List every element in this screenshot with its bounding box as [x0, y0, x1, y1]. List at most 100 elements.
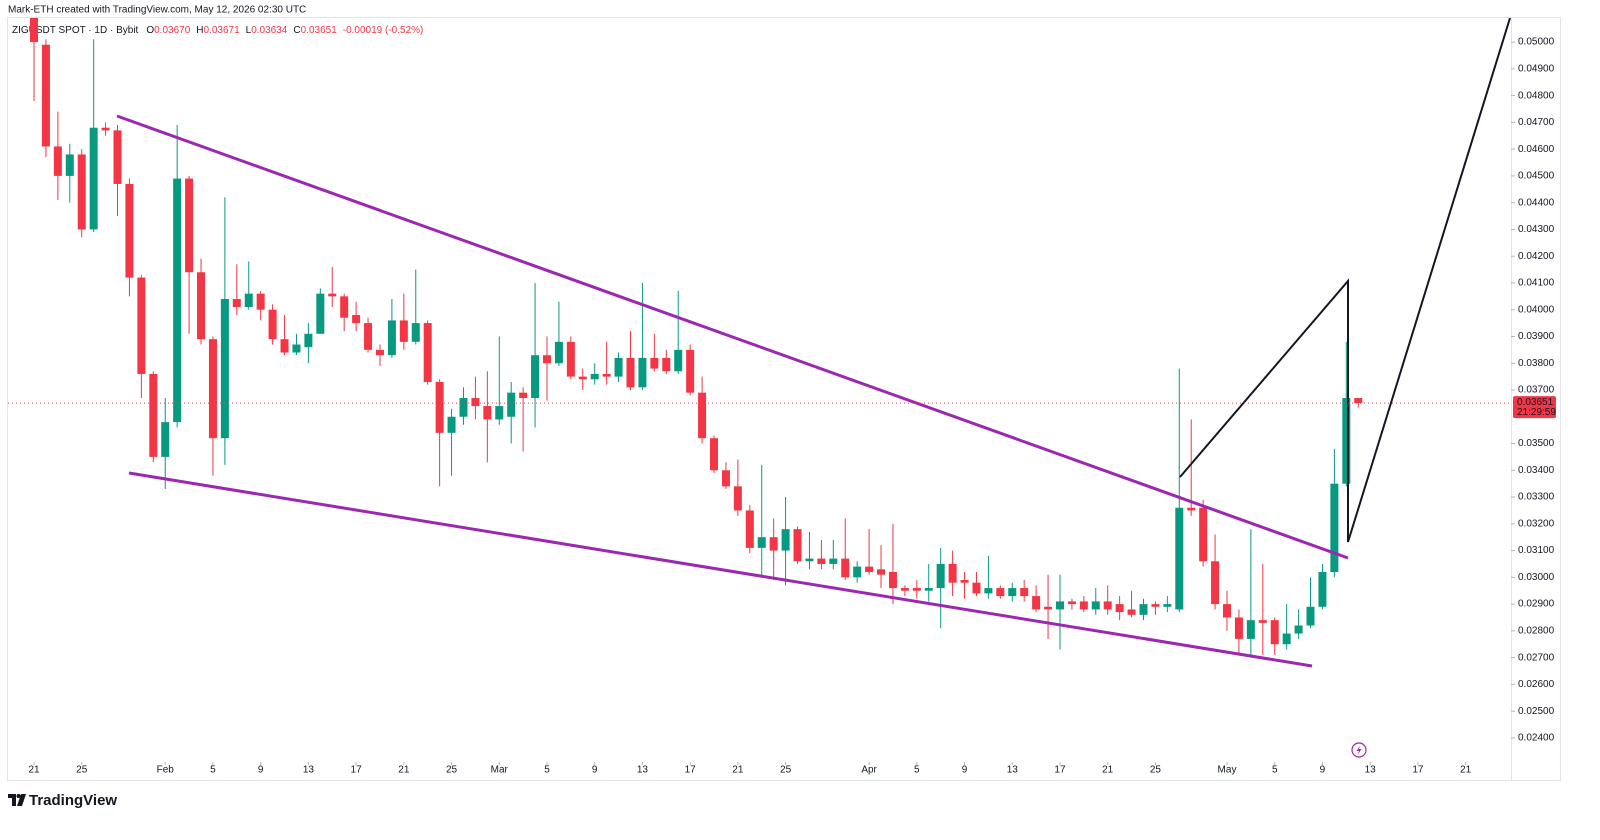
candle-body	[853, 566, 862, 578]
candle-body	[447, 416, 456, 433]
candle-body	[1211, 561, 1220, 605]
candle-body	[352, 315, 361, 324]
x-tick-label: May	[1218, 765, 1237, 776]
candle-body	[542, 355, 551, 364]
x-tick-label: 13	[303, 765, 315, 776]
brand-dot	[16, 794, 21, 798]
y-tick-label: 0.03300	[1518, 492, 1555, 503]
x-tick-label: 21	[1460, 765, 1472, 776]
candle-body	[244, 293, 253, 308]
candle-body	[268, 309, 277, 340]
candle-body	[972, 582, 981, 594]
candle-body	[292, 344, 301, 353]
candle-body	[280, 339, 289, 353]
candle-body	[399, 320, 408, 342]
candle-body	[220, 299, 229, 439]
candle-body	[1234, 617, 1243, 639]
x-tick-label: 5	[210, 765, 216, 776]
candle-body	[662, 357, 671, 372]
candle-body	[1115, 604, 1124, 613]
candle-body	[387, 320, 396, 356]
candle-body	[865, 566, 874, 572]
y-tick-label: 0.03800	[1518, 358, 1555, 369]
candle-body	[686, 349, 695, 393]
x-tick-label: 9	[962, 765, 968, 776]
candle-body	[757, 537, 766, 548]
drawings	[116, 18, 1511, 668]
y-tick-label: 0.05000	[1518, 37, 1555, 48]
candle-body	[984, 588, 993, 594]
candle-body	[149, 373, 158, 457]
candle-body	[805, 558, 814, 562]
candle-body	[1044, 606, 1053, 610]
candle-body	[531, 355, 540, 399]
candle-body	[1175, 507, 1184, 610]
candle-body	[1199, 507, 1208, 562]
candle-body	[638, 357, 647, 388]
legend-symbol: ZIGUSDT SPOT · 1D · Bybit	[12, 25, 139, 36]
y-tick-label: 0.03700	[1518, 385, 1555, 396]
candle-body	[256, 293, 265, 310]
candle-body	[101, 127, 110, 131]
y-tick-label: 0.03500	[1518, 438, 1555, 449]
candle-body	[304, 333, 313, 348]
candle-body	[602, 373, 611, 377]
candle-body	[710, 438, 719, 471]
y-tick-label: 0.02400	[1518, 733, 1555, 744]
y-tick-label: 0.04500	[1518, 171, 1555, 182]
brand-logo	[8, 794, 26, 806]
x-tick-label: 5	[1272, 765, 1278, 776]
candle-body	[936, 563, 945, 589]
candle-body	[566, 341, 575, 377]
credit: Mark-ETH created with TradingView.com, M…	[8, 5, 306, 16]
x-tick-label: 17	[685, 765, 697, 776]
y-tick-label: 0.04400	[1518, 197, 1555, 208]
candle-body	[912, 588, 921, 591]
candle-body	[232, 299, 241, 308]
candle-body	[1067, 601, 1076, 605]
x-tick-label: 21	[28, 765, 40, 776]
candle-body	[1270, 620, 1279, 645]
y-tick-label: 0.02500	[1518, 706, 1555, 717]
candle-body	[793, 529, 802, 562]
candle-body	[495, 406, 504, 420]
y-tick-label: 0.02700	[1518, 652, 1555, 663]
candle-body	[77, 154, 86, 230]
y-tick-label: 0.03100	[1518, 545, 1555, 556]
y-tick-label: 0.04600	[1518, 144, 1555, 155]
legend-key: L	[246, 25, 252, 36]
candle-body	[113, 130, 122, 184]
legend-value: 0.03651	[301, 25, 338, 36]
candle-body	[375, 349, 384, 356]
y-tick-label: 0.02900	[1518, 599, 1555, 610]
candle-body	[173, 178, 182, 423]
candle-body	[1282, 633, 1291, 645]
candle-body	[519, 392, 528, 399]
brand-mark	[8, 794, 26, 806]
candle-body	[1354, 398, 1363, 404]
x-tick-label: 17	[1054, 765, 1066, 776]
candle-body	[996, 588, 1005, 597]
legend-key: C	[293, 25, 300, 36]
y-tick-label: 0.04200	[1518, 251, 1555, 262]
y-tick-label: 0.04300	[1518, 224, 1555, 235]
candle-body	[1020, 588, 1029, 597]
event-bolt	[1356, 746, 1362, 755]
event-icon	[1351, 742, 1367, 758]
chart-frame	[7, 17, 1561, 781]
candle-body	[1127, 609, 1136, 615]
y-tick-label: 0.02600	[1518, 679, 1555, 690]
candle-body	[1294, 625, 1303, 634]
x-tick-label: 17	[1412, 765, 1424, 776]
candle-body	[435, 381, 444, 433]
candle-body	[1151, 604, 1160, 607]
x-tick-label: 5	[914, 765, 920, 776]
candle-body	[89, 127, 98, 230]
candle-body	[841, 558, 850, 578]
y-tick-label: 0.04700	[1518, 117, 1555, 128]
candle-body	[829, 558, 838, 564]
candle-body	[626, 357, 635, 388]
x-tick-label: Apr	[861, 765, 877, 776]
candle-body	[411, 323, 420, 342]
